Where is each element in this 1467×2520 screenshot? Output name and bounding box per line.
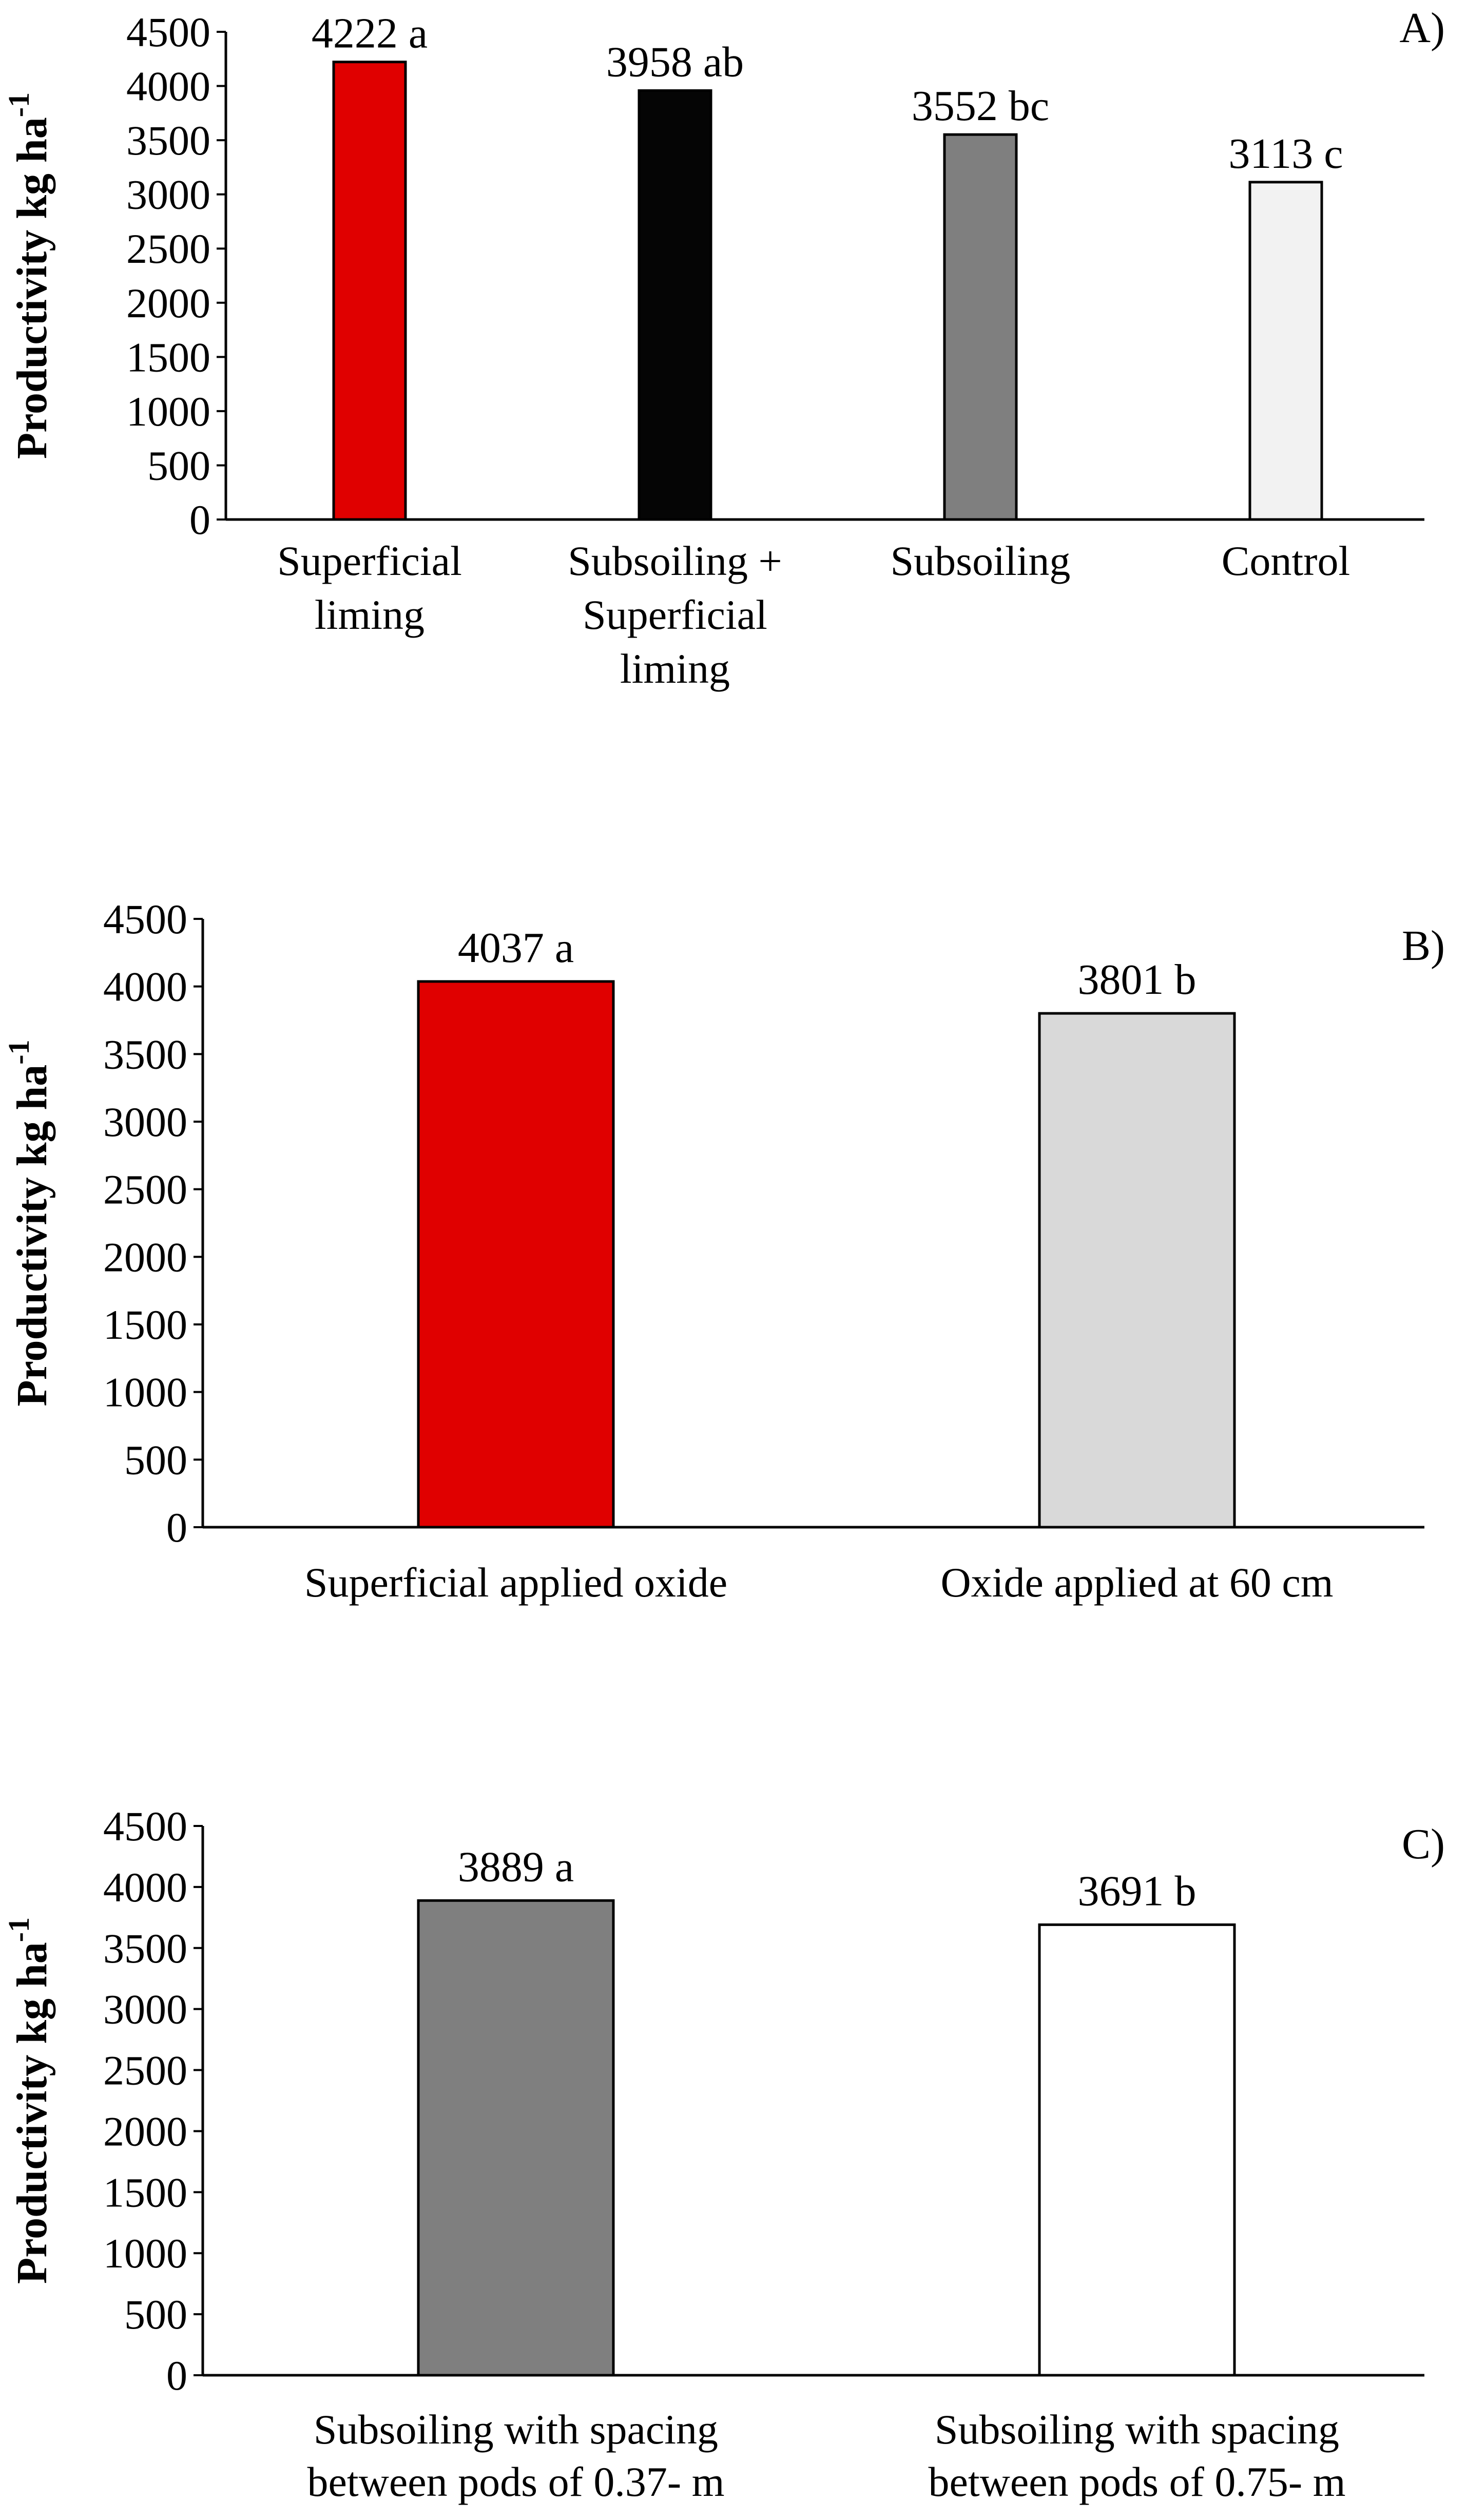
category-label-line: Superficial <box>277 537 462 584</box>
y-tick-label: 1000 <box>103 2230 187 2277</box>
y-tick-label: 0 <box>189 496 210 543</box>
y-tick-label: 500 <box>124 2291 187 2338</box>
category-label: Control <box>1222 537 1350 584</box>
y-tick-label: 2500 <box>103 1166 187 1213</box>
y-tick-label: 3000 <box>126 171 210 218</box>
panel-c-chart: 0 500 1000 1500 2000 2500 3000 3500 4000 4500 3889… <box>2 1803 1445 2505</box>
category-label-line: Superficial applied oxide <box>304 1559 727 1606</box>
data-label: 3958 ab <box>606 38 744 86</box>
category-label-line: Control <box>1222 537 1350 584</box>
category-label-line: liming <box>315 591 424 638</box>
bar-1 <box>417 980 615 1529</box>
data-label: 3691 b <box>1078 1867 1196 1915</box>
y-axis-title: Productivity kg ha-1 <box>2 1917 56 2284</box>
y-tick-label: 4000 <box>126 63 210 110</box>
category-label: Superficial applied oxide <box>304 1559 727 1606</box>
bar-2 <box>638 89 712 521</box>
y-tick-label: 3500 <box>103 1925 187 1972</box>
category-label-line: between pods of 0.37- m <box>307 2458 725 2505</box>
category-label: Subsoiling <box>891 537 1071 584</box>
y-tick-label: 500 <box>147 442 210 489</box>
category-label: Subsoiling with spacing between pods of 0… <box>929 2406 1346 2505</box>
bar-3 <box>943 133 1018 521</box>
y-tick-label: 2000 <box>103 1234 187 1280</box>
y-tick-label: 2500 <box>103 2047 187 2094</box>
bar-1 <box>417 1899 615 2377</box>
data-label: 3552 bc <box>912 82 1049 130</box>
y-tick-label: 4000 <box>103 1864 187 1911</box>
category-label: Oxide applied at 60 cm <box>940 1559 1333 1606</box>
y-tick-label: 4500 <box>103 896 187 942</box>
category-label: Subsoiling + Superficial liming <box>568 537 782 692</box>
y-axis-title-superscript: -1 <box>2 92 35 117</box>
y-tick-label: 2000 <box>126 280 210 326</box>
y-tick-label: 3500 <box>103 1031 187 1078</box>
data-label: 3889 a <box>458 1843 574 1891</box>
y-axis-title-superscript: -1 <box>2 1917 35 1942</box>
y-axis-title-superscript: -1 <box>2 1040 35 1064</box>
data-label: 4222 a <box>312 10 428 57</box>
category-label: Superficial liming <box>277 537 462 638</box>
y-axis-title: Productivity kg ha-1 <box>2 92 56 459</box>
y-tick-label: 1000 <box>103 1369 187 1416</box>
y-tick-label: 3000 <box>103 1099 187 1145</box>
category-label-line: Subsoiling with spacing <box>314 2406 718 2453</box>
y-tick-label: 3000 <box>103 1986 187 2033</box>
y-tick-label: 1500 <box>103 2169 187 2216</box>
y-tick-label: 4500 <box>126 9 210 55</box>
y-axis-title-text: Productivity kg ha <box>8 117 56 459</box>
bar-1 <box>332 61 407 521</box>
data-label: 3113 c <box>1228 130 1343 178</box>
category-label-line: Subsoiling with spacing <box>935 2406 1339 2453</box>
y-axis-title-text: Productivity kg ha <box>8 1942 56 2284</box>
category-label-line: Oxide applied at 60 cm <box>940 1559 1333 1606</box>
data-label: 4037 a <box>458 924 574 972</box>
y-tick-label: 1500 <box>126 334 210 380</box>
panel-label: A) <box>1399 4 1445 52</box>
panel-a-chart: 0 500 1000 1500 2000 2500 3000 3500 4000 4500 4222… <box>2 4 1445 692</box>
data-label: 3801 b <box>1078 956 1196 1004</box>
category-label-line: liming <box>620 645 730 692</box>
y-tick-label: 1000 <box>126 388 210 435</box>
bar-4 <box>1248 181 1323 521</box>
category-label-line: between pods of 0.75- m <box>929 2458 1346 2505</box>
y-axis-title-text: Productivity kg ha <box>8 1065 56 1407</box>
y-tick-label: 0 <box>166 1504 187 1551</box>
y-tick-label: 3500 <box>126 117 210 164</box>
y-tick-label: 2000 <box>103 2108 187 2154</box>
panel-b-chart: 0 500 1000 1500 2000 2500 3000 3500 4000 4500 4037… <box>2 896 1445 1606</box>
panel-label: B) <box>1402 922 1445 970</box>
panel-label: C) <box>1402 1820 1445 1868</box>
y-tick-label: 500 <box>124 1436 187 1483</box>
bar-2 <box>1038 1012 1236 1529</box>
y-tick-label: 0 <box>166 2352 187 2399</box>
category-label-line: Superficial <box>583 591 767 638</box>
y-tick-label: 4000 <box>103 964 187 1010</box>
y-tick-label: 2500 <box>126 225 210 272</box>
category-label: Subsoiling with spacing between pods of 0… <box>307 2406 725 2505</box>
y-axis-title: Productivity kg ha-1 <box>2 1040 56 1406</box>
category-label-line: Subsoiling + <box>568 537 782 584</box>
y-tick-label: 4500 <box>103 1803 187 1850</box>
y-tick-label: 1500 <box>103 1301 187 1348</box>
bar-2 <box>1038 1923 1236 2377</box>
category-label-line: Subsoiling <box>891 537 1071 584</box>
